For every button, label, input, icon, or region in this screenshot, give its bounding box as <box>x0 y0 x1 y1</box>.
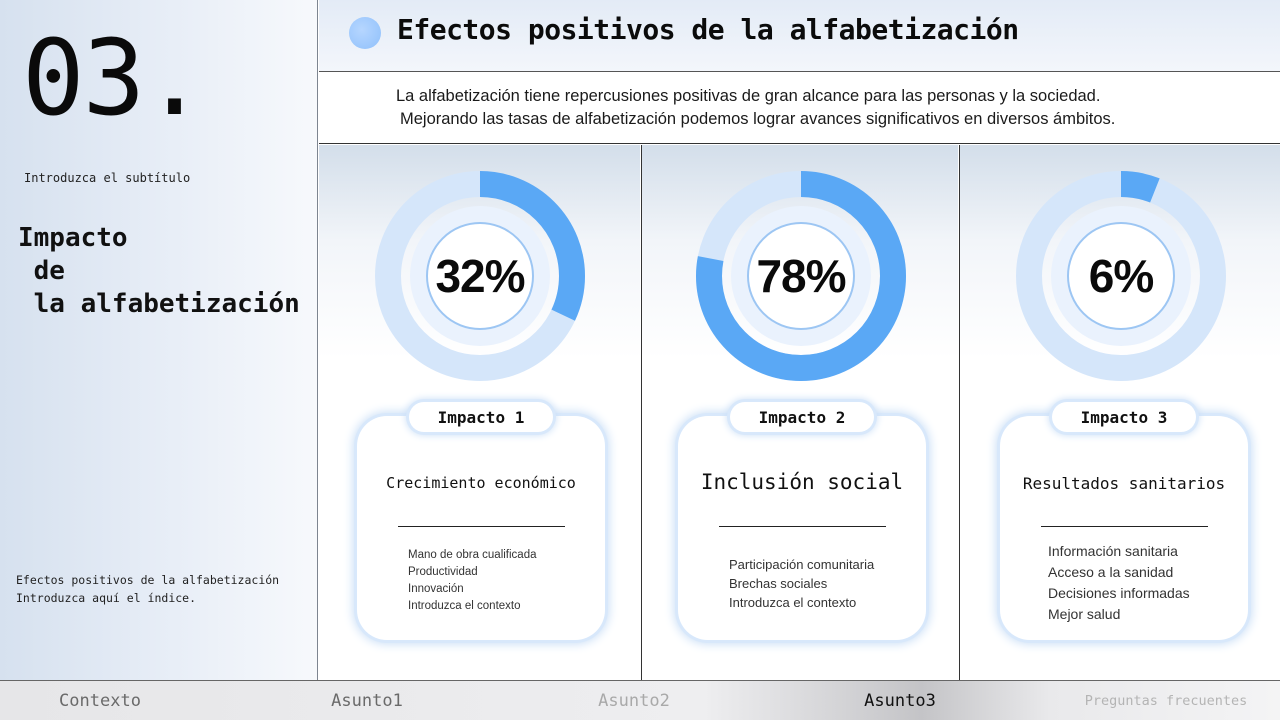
section-number: 03. <box>22 17 206 139</box>
bottom-nav: Contexto Asunto1 Asunto2 Asunto3 Pregunt… <box>0 680 1280 720</box>
index-line: Efectos positivos de la alfabetización <box>16 573 280 587</box>
divider <box>398 526 565 527</box>
left-panel: 03. Introduzca el subtítulo Impacto de l… <box>0 0 318 680</box>
impact-list: Mano de obra cualificada Productividad I… <box>408 547 537 615</box>
list-item: Introduzca el contexto <box>729 595 857 610</box>
page-title: Efectos positivos de la alfabetización <box>397 13 1019 46</box>
divider <box>719 526 886 527</box>
donut-value-arc <box>696 171 906 381</box>
list-item: Mejor salud <box>1048 606 1121 622</box>
list-item: Mano de obra cualificada <box>408 549 537 561</box>
list-item: Productividad <box>408 566 478 578</box>
list-item: Brechas sociales <box>729 576 828 591</box>
title-bullet-icon <box>349 17 381 49</box>
impact-card: Impacto 3 Resultados sanitarios Informac… <box>1000 402 1248 640</box>
donut-chart-svg <box>1016 171 1226 381</box>
nav-item-preguntas-frecuentes[interactable]: Preguntas frecuentes <box>1084 693 1248 709</box>
donut-center <box>1067 222 1175 330</box>
donut-chart: 6% <box>1016 171 1226 381</box>
donut-value-arc <box>1016 171 1226 381</box>
percent-label: 32% <box>435 250 525 302</box>
list-item: Decisiones informadas <box>1048 585 1190 601</box>
intro-line: Mejorando las tasas de alfabetización po… <box>400 110 1116 128</box>
percent-label: 78% <box>756 250 846 302</box>
intro-text: La alfabetización tiene repercusiones po… <box>319 73 1280 144</box>
impact-column-3: 6% Impacto 3 Resultados sanitarios Infor… <box>959 145 1280 680</box>
nav-item-asunto3-active[interactable]: Asunto3 <box>864 691 936 711</box>
list-item: Innovación <box>408 583 464 595</box>
impact-card: Impacto 2 Inclusión social Participación… <box>678 402 926 640</box>
impact-title: Resultados sanitarios <box>1022 474 1226 493</box>
donut-center <box>426 222 534 330</box>
section-title: Impacto de la alfabetización <box>18 223 300 319</box>
donut-center <box>747 222 855 330</box>
nav-item-contexto[interactable]: Contexto <box>59 691 141 711</box>
donut-chart: 32% <box>375 171 585 381</box>
divider <box>1041 526 1208 527</box>
donut-value-arc <box>375 171 585 381</box>
nav-item-asunto1[interactable]: Asunto1 <box>331 691 403 711</box>
donut-chart: 78% <box>696 171 906 381</box>
donut-chart-svg <box>696 171 906 381</box>
subtitle-placeholder[interactable]: Introduzca el subtítulo <box>24 171 191 185</box>
index-placeholder[interactable]: Introduzca aquí el índice. <box>16 591 197 605</box>
donut-chart-svg <box>375 171 585 381</box>
list-item: Información sanitaria <box>1048 543 1178 559</box>
impact-list: Participación comunitaria Brechas social… <box>729 555 874 612</box>
impact-label: Impacto 2 <box>730 402 874 432</box>
intro-line: La alfabetización tiene repercusiones po… <box>396 87 1101 105</box>
impact-label: Impacto 1 <box>409 402 553 432</box>
impact-label: Impacto 3 <box>1052 402 1196 432</box>
impact-list: Información sanitaria Acceso a la sanida… <box>1048 541 1190 625</box>
slide-header: Efectos positivos de la alfabetización <box>319 0 1280 72</box>
impact-card: Impacto 1 Crecimiento económico Mano de … <box>357 402 605 640</box>
impact-title: Crecimiento económico <box>386 474 576 492</box>
impact-column-2: 78% Impacto 2 Inclusión social Participa… <box>641 145 958 680</box>
index-block: Efectos positivos de la alfabetización I… <box>16 571 279 607</box>
list-item: Introduzca el contexto <box>408 600 521 612</box>
nav-item-asunto2[interactable]: Asunto2 <box>598 691 670 711</box>
impact-column-1: 32% Impacto 1 Crecimiento económico Mano… <box>319 145 640 680</box>
list-item: Participación comunitaria <box>729 557 875 572</box>
percent-label: 6% <box>1088 250 1154 302</box>
list-item: Acceso a la sanidad <box>1048 564 1174 580</box>
impact-title: Inclusión social <box>700 470 904 494</box>
